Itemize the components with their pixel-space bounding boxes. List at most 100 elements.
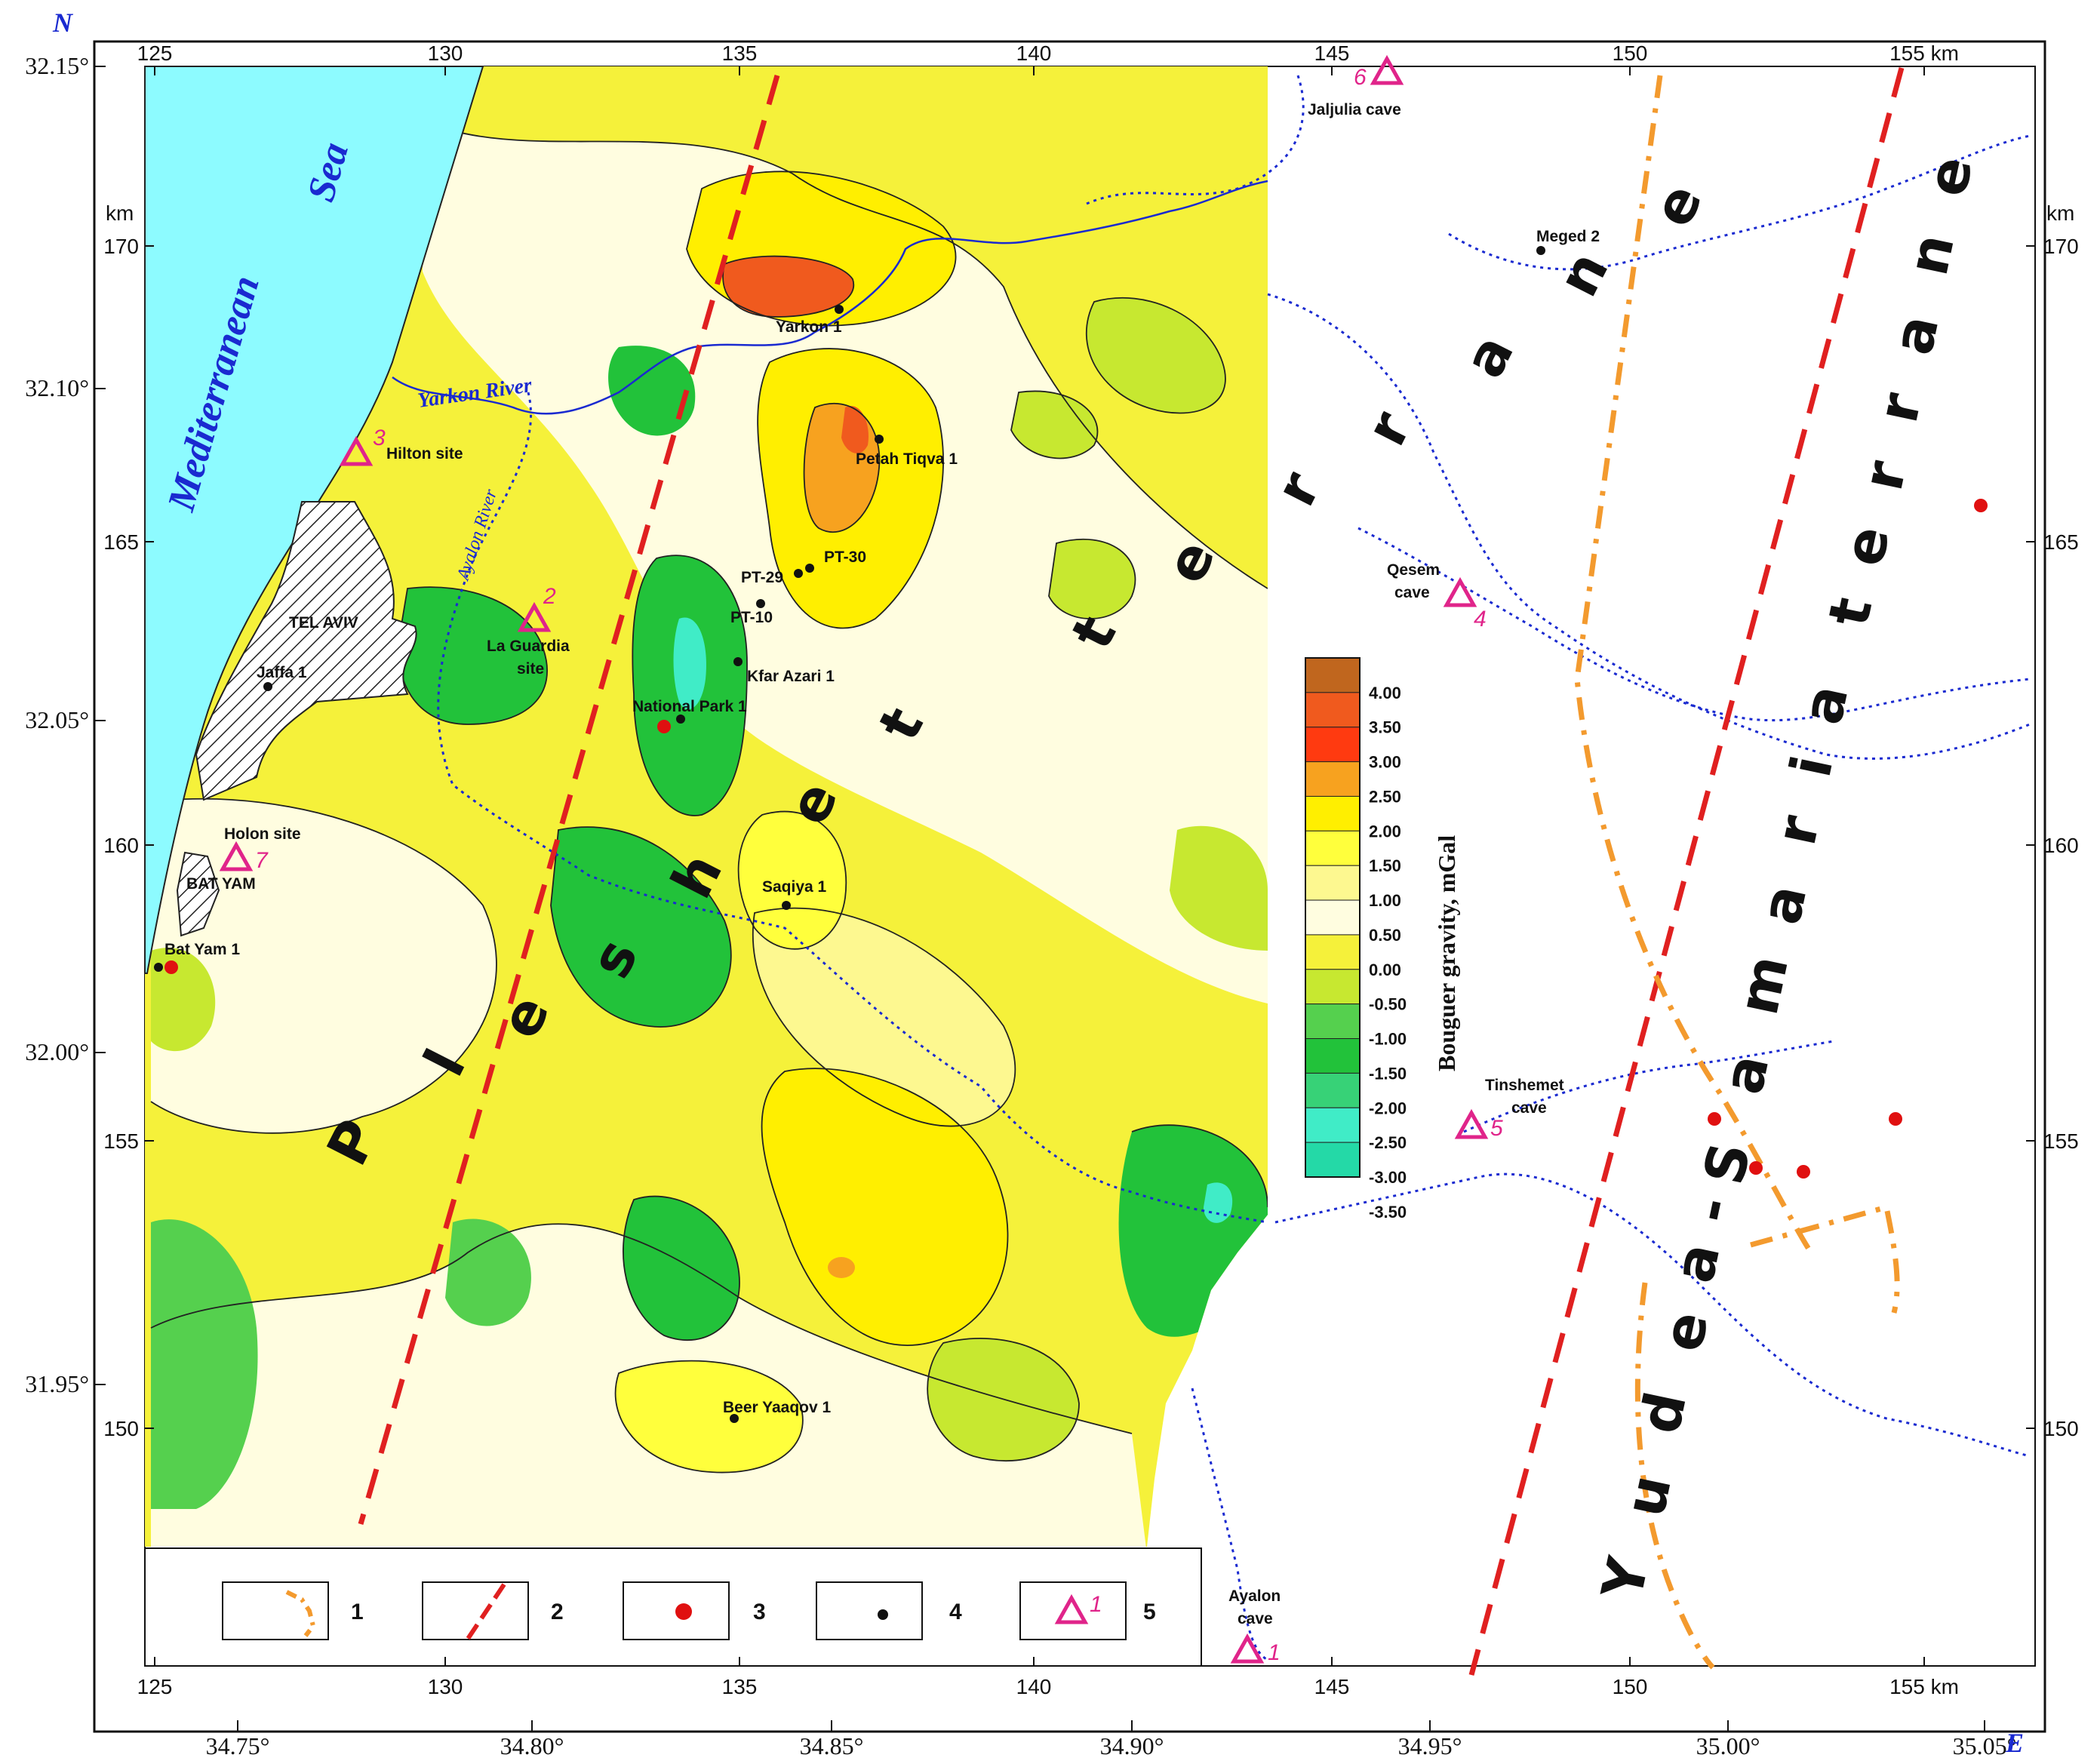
terrane-letter: n <box>1545 241 1622 306</box>
y-km-tick-label-left: 165 <box>103 530 139 554</box>
site-4-number: 4 <box>1474 607 1487 632</box>
site-1-marker <box>1230 1633 1265 1664</box>
label-holon: Holon site <box>224 825 301 843</box>
well-beer-yaaqov-1 <box>730 1414 739 1423</box>
red-point <box>657 720 671 733</box>
legend-red-point-symbol <box>675 1603 692 1620</box>
fault-orange-west <box>1574 75 1813 1254</box>
label-la-guardia: La Guardia <box>487 638 570 655</box>
well-pt29 <box>794 569 803 578</box>
fault-pleshet <box>358 75 780 1525</box>
colorbar-swatch <box>1305 1142 1361 1178</box>
low-green-1 <box>1011 391 1098 459</box>
low-southeast <box>1118 1125 1268 1337</box>
label-pt10: PT-10 <box>730 609 773 626</box>
colorbar-level-label: -3.00 <box>1369 1168 1407 1187</box>
colorbar-level-label: 1.00 <box>1369 891 1401 910</box>
terrane-letter: e <box>1831 521 1903 571</box>
low-green-4 <box>1170 825 1268 951</box>
lon-tick-label: 35.05° <box>1953 1732 2017 1759</box>
legend-red-fault-symbol <box>466 1583 506 1640</box>
lon-tick-label: 34.95° <box>1398 1732 1462 1759</box>
site-5-number: 5 <box>1490 1116 1503 1141</box>
colorbar-level-label: 0.00 <box>1369 960 1401 979</box>
well-yarkon-1 <box>835 305 844 314</box>
bat-yam-urban <box>176 851 220 937</box>
lon-tick-label: 34.80° <box>500 1732 564 1759</box>
y-km-ticks-right: 170 165 160 155 150 <box>2026 235 2079 1440</box>
legend-swatch-4 <box>816 1581 923 1640</box>
terrane-letter: t <box>1816 592 1885 632</box>
fault-orange-east <box>1750 1203 1900 1314</box>
high-beer-yaaqov <box>615 1360 803 1473</box>
lon-tick-label: 35.00° <box>1696 1732 1760 1759</box>
terrane-letter: a <box>1452 324 1527 388</box>
x-km-tick-label-top: 145 <box>1314 41 1350 65</box>
x-km-tick-label-bottom: 140 <box>1016 1675 1052 1698</box>
y-km-tick-label-left: 170 <box>103 235 139 258</box>
label-tinshemet-2: cave <box>1511 1099 1547 1117</box>
well-meged-2 <box>1536 246 1545 255</box>
lon-ticks: 34.75° 34.80° 34.85° 34.90° 34.95° 35.00° 35.0… <box>206 1720 2017 1759</box>
label-bat-yam: BAT YAM <box>186 875 256 893</box>
outer-frame <box>93 40 2046 1733</box>
colorbar-swatch <box>1305 727 1361 763</box>
colorbar-frame <box>1305 657 1361 1178</box>
site-2-marker <box>517 601 552 632</box>
rivers <box>392 180 1268 415</box>
lat-tick-label: 32.15° <box>25 52 89 79</box>
well-national-park-1 <box>676 715 685 724</box>
label-bat-yam-1: Bat Yam 1 <box>164 941 240 958</box>
colorbar-swatch <box>1305 1107 1361 1143</box>
well-kfar-azari-1 <box>733 657 743 666</box>
y-km-tick-label-left: 160 <box>103 834 139 857</box>
terrane-letter: a <box>1880 310 1952 361</box>
contour-lines <box>150 120 1268 1474</box>
low-national-park-core <box>673 617 706 709</box>
site-6-number: 6 <box>1354 65 1367 90</box>
terrane-letter: e <box>1914 151 1986 201</box>
km-unit-left: km <box>106 201 134 225</box>
colorbar-level-label: -2.50 <box>1369 1133 1407 1152</box>
fault-orange-south <box>1634 1282 1715 1670</box>
x-km-tick-label-bottom: 150 <box>1613 1675 1648 1698</box>
pale-zone-mid <box>752 908 1016 1126</box>
x-km-tick-label-bottom: 155 km <box>1889 1675 1959 1698</box>
site-3-number: 3 <box>373 426 386 450</box>
high-south <box>761 1068 1008 1346</box>
colorbar-level-label: -0.50 <box>1369 995 1407 1014</box>
label-saqiya-1: Saqiya 1 <box>762 878 827 896</box>
site-7-marker <box>219 841 254 871</box>
x-km-tick-label-top: 130 <box>428 41 463 65</box>
label-tel-aviv: TEL AVIV <box>289 614 358 632</box>
label-ayalon-2: cave <box>1238 1610 1273 1627</box>
legend-number-3: 3 <box>753 1600 766 1624</box>
legend-swatch-1 <box>222 1581 329 1640</box>
lon-tick-label: 34.90° <box>1100 1732 1164 1759</box>
terrane-letter: - <box>1678 1192 1747 1228</box>
terrane-letter: m <box>1726 950 1801 1020</box>
pale-zone-west <box>151 798 497 1133</box>
terrane-letter: a <box>1662 1238 1733 1289</box>
terrane-letter: r <box>1865 387 1935 428</box>
red-points <box>164 499 1988 1179</box>
legend-number-5: 5 <box>1143 1600 1156 1624</box>
lon-tick-label: 34.85° <box>800 1732 864 1759</box>
y-km-tick-label-right: 165 <box>2043 530 2079 554</box>
x-km-tick-label-top: 135 <box>722 41 758 65</box>
colorbar-swatch <box>1305 865 1361 901</box>
y-km-tick-label-right: 160 <box>2043 834 2079 857</box>
well-pt30 <box>805 564 814 573</box>
colorbar-level-label: -1.50 <box>1369 1064 1407 1083</box>
label-yarkon-1: Yarkon 1 <box>776 318 842 336</box>
terrane-letter: e <box>1640 174 1715 237</box>
site-1-number: 1 <box>1268 1640 1281 1665</box>
faults-orange <box>1574 75 1900 1670</box>
red-point <box>1889 1112 1902 1126</box>
terrane-letter: r <box>1263 462 1333 516</box>
label-qesem-2: cave <box>1394 584 1430 601</box>
legend-swatch-5 <box>1019 1581 1127 1640</box>
well-petah-tiqva-1 <box>875 435 884 444</box>
y-km-tick-label-left: 155 <box>103 1129 139 1153</box>
colorbar-swatch <box>1305 1038 1361 1074</box>
